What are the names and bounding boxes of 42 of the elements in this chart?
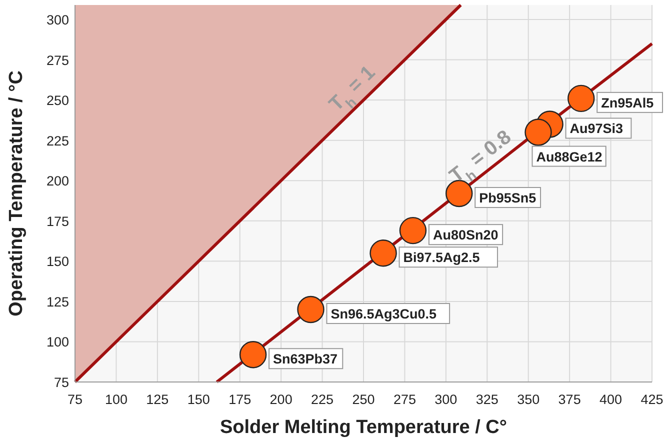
x-tick-label: 375 <box>558 392 581 407</box>
annotation: Au88Ge12 <box>536 149 602 164</box>
x-tick-label: 200 <box>270 392 292 407</box>
y-tick-label: 100 <box>46 334 69 350</box>
y-tick-label: 275 <box>46 52 69 68</box>
x-tick-label: 250 <box>352 392 375 407</box>
annotation: Au80Sn20 <box>432 228 498 243</box>
y-tick-label: 175 <box>46 214 69 229</box>
annotation: Bi97.5Ag2.5 <box>403 250 480 266</box>
annotation: Sn96.5Ag3Cu0.5 <box>330 306 438 322</box>
x-tick-label: 125 <box>146 392 169 407</box>
point <box>399 216 427 244</box>
annotation: Au97Si3 <box>570 121 624 136</box>
x-tick-label: 425 <box>640 392 664 407</box>
y-tick-label: 150 <box>46 254 69 270</box>
x-tick-label: 150 <box>187 392 210 407</box>
x-tick-label: 400 <box>600 392 622 407</box>
point <box>524 118 552 146</box>
x-tick-label: 175 <box>228 392 252 407</box>
point <box>568 84 595 112</box>
point <box>297 296 324 324</box>
y-tick-label: 250 <box>46 93 69 108</box>
point <box>370 240 397 267</box>
x-tick-label: 75 <box>67 392 83 407</box>
x-tick-label: 100 <box>104 392 128 407</box>
x-tick-label: 300 <box>434 392 458 407</box>
x-tick-label: 275 <box>393 392 416 407</box>
x-tick-label: 225 <box>311 392 334 407</box>
point <box>446 180 473 208</box>
y-tick-label: 225 <box>46 133 69 148</box>
y-tick-label: 200 <box>46 174 69 189</box>
y-axis-title: Operating Temperature / °C <box>6 70 27 316</box>
x-tick-label: 350 <box>517 392 540 407</box>
point <box>239 341 267 368</box>
x-tick-label: 325 <box>476 392 498 407</box>
y-tick-label: 300 <box>46 12 69 28</box>
annotation: Pb95Sn5 <box>479 190 537 206</box>
annotation: Sn63Pb37 <box>273 352 338 367</box>
annotation: Zn95Al5 <box>601 95 654 110</box>
y-tick-label: 75 <box>54 375 69 390</box>
y-tick-label: 125 <box>46 294 69 310</box>
x-axis-title: Solder Melting Temperature / C° <box>220 417 508 438</box>
